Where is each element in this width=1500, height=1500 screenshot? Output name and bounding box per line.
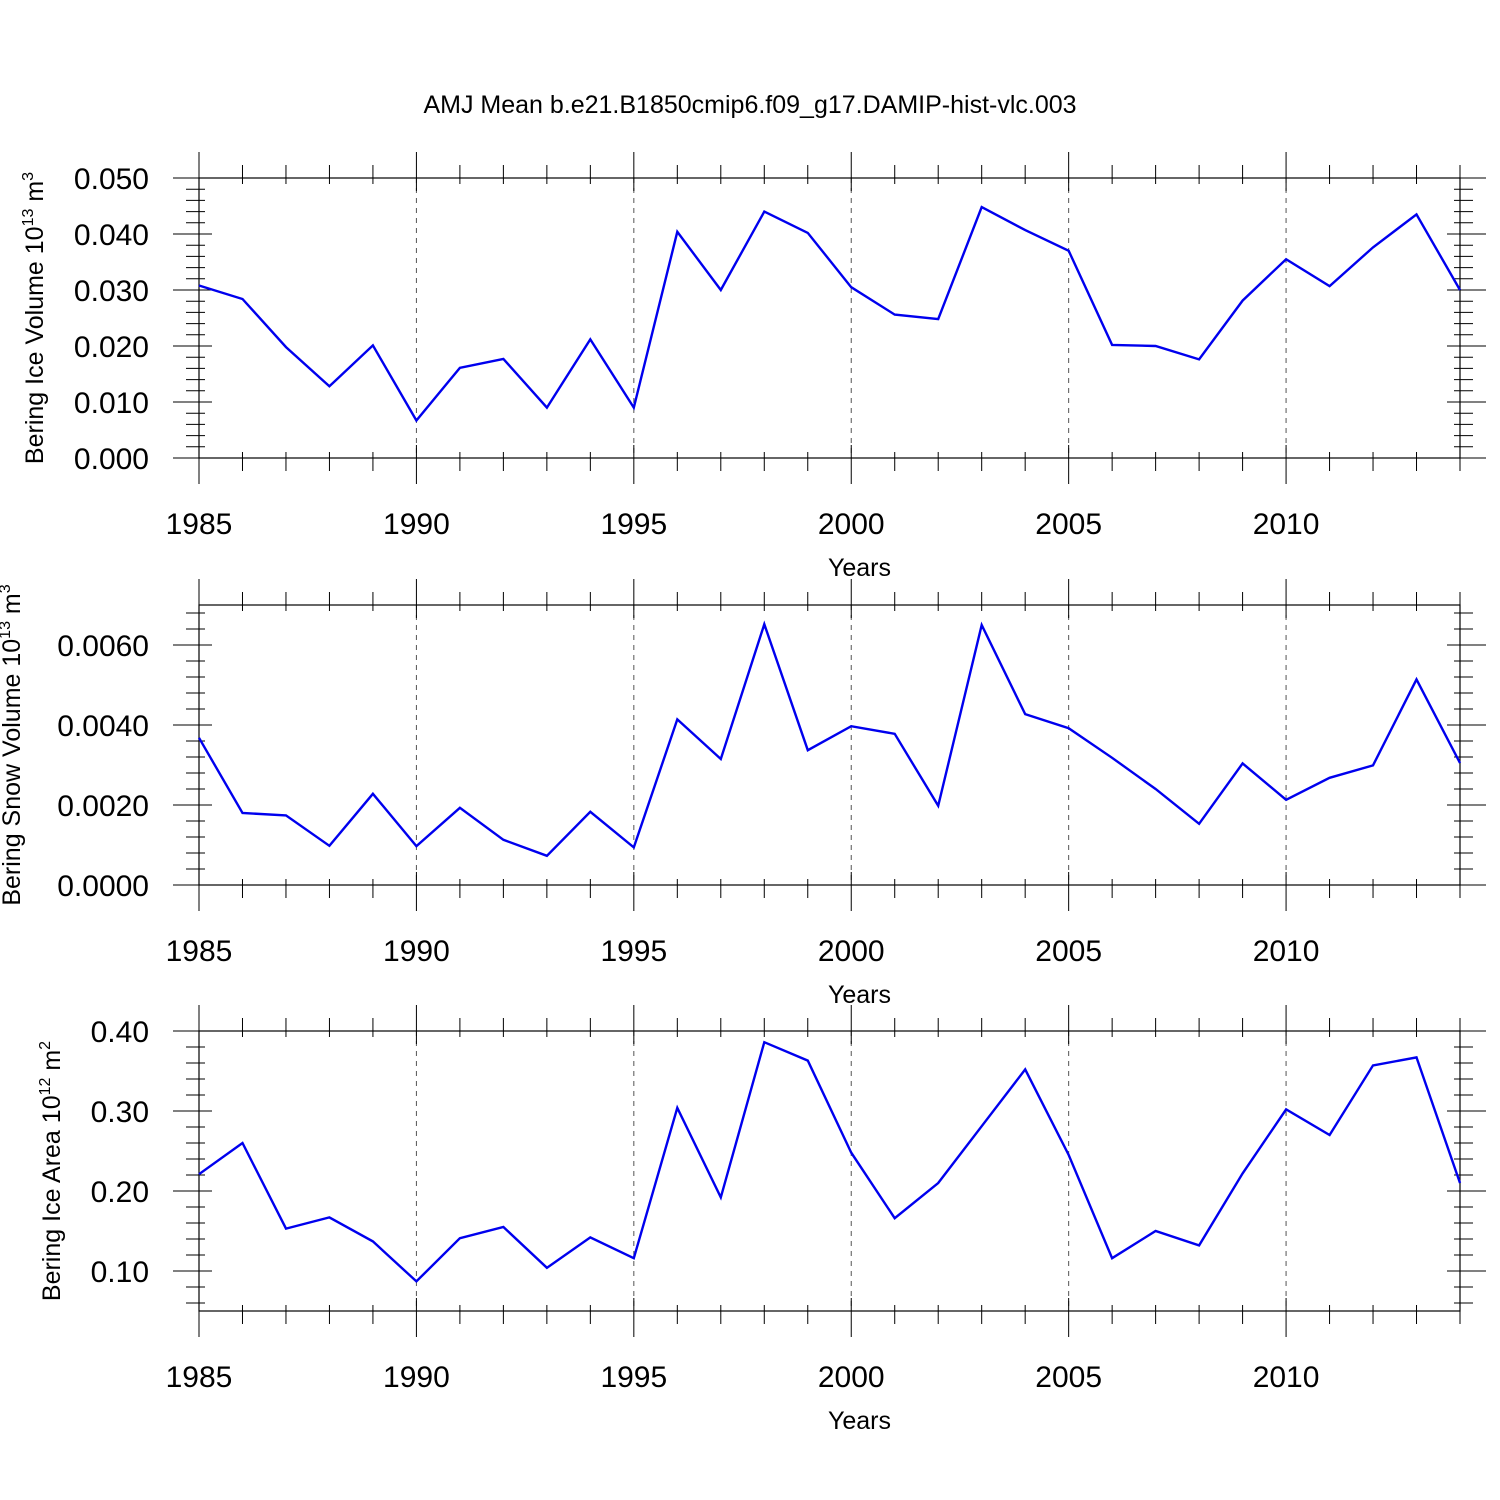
y-tick-label: 0.000: [74, 443, 149, 476]
x-tick-label: 2005: [1035, 935, 1102, 968]
plot-frame: [198, 604, 1461, 886]
x-axis-title: Years: [828, 1407, 891, 1435]
x-tick-label: 2005: [1035, 1361, 1102, 1394]
x-tick-label: 2000: [818, 508, 885, 541]
y-tick-label: 0.020: [74, 331, 149, 364]
y-axis-title: Bering Ice Volume 1013 m3: [20, 172, 49, 464]
x-axis-title: Years: [828, 554, 891, 582]
x-tick-label: 1990: [383, 508, 450, 541]
panel-3: 1985 1990 1995 2000 2005 2010 0.10 0.20 0.30 0.40…: [37, 1005, 1486, 1435]
x-tick-label: 2000: [818, 935, 885, 968]
x-tick-label: 2010: [1253, 508, 1320, 541]
plot-frame: [198, 1030, 1461, 1312]
y-tick-label: 0.040: [74, 219, 149, 252]
x-tick-label: 1995: [600, 1361, 667, 1394]
x-tick-label: 1985: [166, 508, 233, 541]
y-tick-label: 0.10: [91, 1256, 149, 1289]
x-tick-label: 1985: [166, 1361, 233, 1394]
x-tick-label: 2005: [1035, 508, 1102, 541]
x-tick-label: 1990: [383, 935, 450, 968]
x-tick-label: 1995: [600, 508, 667, 541]
y-axis-title: Bering Ice Area 1012 m2: [37, 1041, 66, 1301]
y-tick-label: 0.0020: [57, 790, 149, 823]
y-tick-label: 0.40: [91, 1016, 149, 1049]
x-tick-label: 1995: [600, 935, 667, 968]
y-tick-label: 0.0000: [57, 870, 149, 903]
y-tick-label: 0.0040: [57, 710, 149, 743]
series-line-3: [198, 1040, 1462, 1284]
series-line-1: [198, 205, 1462, 423]
y-tick-label: 0.30: [91, 1096, 149, 1129]
y-tick-label: 0.050: [74, 163, 149, 196]
figure-title: AMJ Mean b.e21.B1850cmip6.f09_g17.DAMIP-…: [423, 91, 1076, 119]
y-tick-label: 0.030: [74, 275, 149, 308]
y-axis-title: Bering Snow Volume 1013 m3: [0, 584, 26, 905]
y-tick-label: 0.010: [74, 387, 149, 420]
x-tick-label: 2010: [1253, 935, 1320, 968]
panel-2: 1985 1990 1995 2000 2005 2010 0.0000 0.0020 0.00…: [0, 579, 1486, 1009]
x-tick-label: 2010: [1253, 1361, 1320, 1394]
x-tick-label: 2000: [818, 1361, 885, 1394]
panel-1: 1985 1990 1995 2000 2005 2010 0.000 0.010 0.020 0…: [20, 152, 1486, 582]
y-tick-label: 0.20: [91, 1176, 149, 1209]
series-line-2: [197, 620, 1462, 858]
x-tick-label: 1990: [383, 1361, 450, 1394]
plot-frame: [198, 177, 1461, 459]
x-tick-label: 1985: [166, 935, 233, 968]
y-tick-label: 0.0060: [57, 630, 149, 663]
x-axis-title: Years: [828, 981, 891, 1009]
